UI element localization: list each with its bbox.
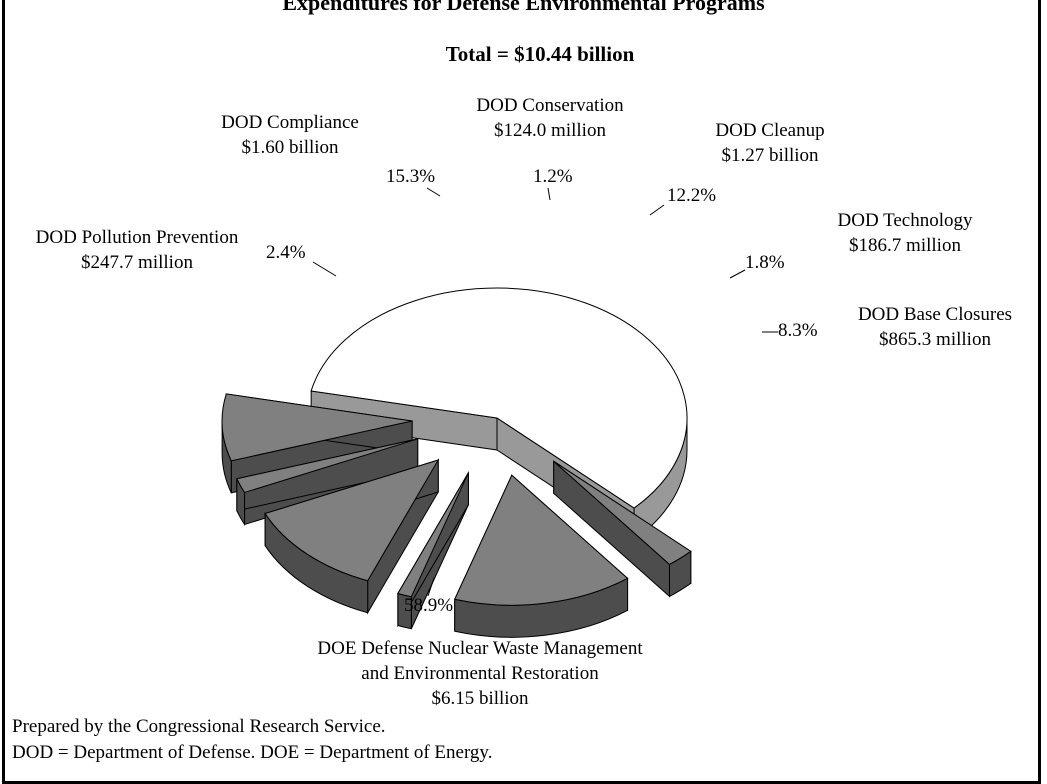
slice-top-cleanup (264, 459, 440, 582)
slice-amount: $1.27 billion (721, 145, 819, 166)
pie-slice-cleanup (264, 458, 440, 615)
slice-top-compliance (454, 474, 629, 606)
slice-amount: $186.7 million (849, 235, 961, 256)
leader-line-technology (729, 269, 746, 279)
slice-top-technology (236, 438, 418, 494)
slice-name: DOD Compliance (221, 112, 359, 133)
pct-dod-pollution-prevention: 2.4% (266, 242, 306, 263)
slice-name: DOD Base Closures (857, 304, 1013, 325)
slice-amount: $247.7 million (81, 252, 193, 273)
slice-top-pollution-prevention (553, 460, 692, 566)
slice-top-doe-nuclear (310, 287, 688, 509)
slice-name-line1: DOE Defense Nuclear Waste Management (317, 638, 643, 659)
slice-name: DOD Conservation (476, 95, 624, 116)
pct-dod-conservation: 1.2% (533, 166, 573, 187)
slice-amount: $6.15 billion (431, 688, 529, 709)
pct-doe-nuclear: 58.9% (404, 595, 454, 616)
pct-dod-base-closures: 8.3% (778, 320, 818, 341)
label-doe-nuclear: DOE Defense Nuclear Waste Management and… (270, 636, 690, 711)
pie-chart (221, 187, 778, 638)
abbreviation-note: DOD = Department of Defense. DOE = Depar… (12, 742, 493, 763)
leader-line-compliance (426, 187, 441, 197)
slice-name-line2: and Environmental Restoration (361, 663, 599, 684)
pie-slice-compliance (454, 474, 629, 638)
leader-line-cleanup (649, 204, 665, 216)
slice-name: DOD Pollution Prevention (35, 227, 239, 248)
pie-slice-conservation (397, 470, 469, 630)
leader-line-doe-nuclear (312, 261, 337, 277)
leader-line-pollution-prevention (427, 577, 435, 597)
leader-line-conservation (547, 187, 551, 201)
label-dod-conservation: DOD Conservation $124.0 million (440, 93, 660, 143)
label-dod-compliance: DOD Compliance $1.60 billion (190, 110, 390, 160)
label-dod-pollution-prevention: DOD Pollution Prevention $247.7 million (12, 225, 262, 275)
slice-amount: $124.0 million (494, 120, 606, 141)
slice-name: DOD Technology (837, 210, 973, 231)
slice-amount: $865.3 million (879, 329, 991, 350)
pie-slice-pollution-prevention (553, 460, 692, 598)
pct-dod-cleanup: 12.2% (667, 185, 717, 206)
pie-slice-technology (236, 438, 419, 527)
pct-dod-compliance: 15.3% (386, 166, 436, 187)
slice-top-conservation (397, 472, 469, 598)
slice-name: DOD Cleanup (715, 120, 825, 141)
chart-title: Total = $10.44 billion (445, 42, 635, 66)
label-dod-base-closures: DOD Base Closures $865.3 million (830, 302, 1040, 352)
label-dod-cleanup: DOD Cleanup $1.27 billion (680, 118, 860, 168)
pct-dod-technology: 1.8% (745, 252, 785, 273)
slice-amount: $1.60 billion (241, 137, 339, 158)
header-title: Expenditures for Defense Environmental P… (282, 0, 765, 15)
label-dod-technology: DOD Technology $186.7 million (805, 208, 1005, 258)
slice-top-base-closures (221, 393, 413, 462)
source-note: Prepared by the Congressional Research S… (12, 716, 386, 737)
